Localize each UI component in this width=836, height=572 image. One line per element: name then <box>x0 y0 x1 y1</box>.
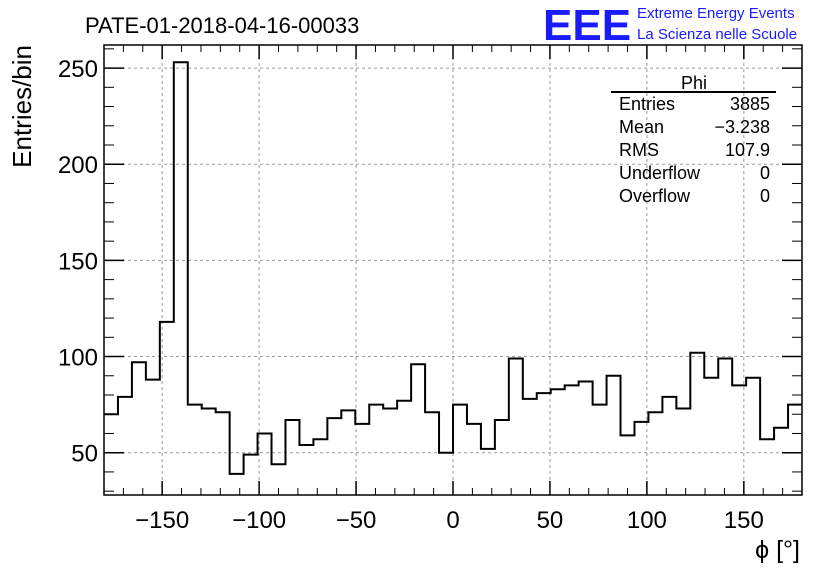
eee-logo-mark: EEE <box>543 1 631 50</box>
stats-title: Phi <box>681 73 707 93</box>
y-tick-label: 150 <box>58 248 98 275</box>
stats-box: Phi Entries 3885 Mean −3.238 RMS 107.9 Underfl… <box>611 73 776 206</box>
stats-row-label: Entries <box>619 94 675 114</box>
stats-row-label: Overflow <box>619 186 691 206</box>
x-tick-label: −50 <box>336 507 377 534</box>
x-tick-label: −150 <box>135 507 189 534</box>
axis-ticks <box>103 45 803 495</box>
x-tick-labels: −150 −100 −50 0 50 100 150 <box>135 507 764 534</box>
eee-logo-line1: Extreme Energy Events <box>637 5 795 22</box>
stats-row-value: 0 <box>760 163 770 183</box>
y-tick-labels: 50 100 150 200 250 <box>58 56 98 468</box>
grid-lines <box>104 45 802 495</box>
stats-row-value: 0 <box>760 186 770 206</box>
y-tick-label: 200 <box>58 152 98 179</box>
eee-logo-line2: La Scienza nelle Scuole <box>637 26 797 43</box>
chart-title: PATE-01-2018-04-16-00033 <box>85 13 359 38</box>
stats-row-value: 107.9 <box>725 140 770 160</box>
plot-frame <box>103 44 803 496</box>
x-tick-label: 100 <box>627 507 667 534</box>
stats-row-label: Mean <box>619 117 664 137</box>
stats-row-label: RMS <box>619 140 659 160</box>
y-axis-label: Entries/bin <box>7 45 37 168</box>
y-tick-label: 250 <box>58 56 98 83</box>
stats-row-label: Underflow <box>619 163 701 183</box>
eee-logo: EEE Extreme Energy Events La Scienza nel… <box>543 1 797 50</box>
stats-rows: Entries 3885 Mean −3.238 RMS 107.9 Underflow 0 O… <box>619 94 770 206</box>
x-tick-label: 50 <box>537 507 564 534</box>
x-tick-label: 0 <box>446 507 459 534</box>
x-tick-label: 150 <box>724 507 764 534</box>
y-tick-label: 50 <box>71 441 98 468</box>
x-tick-label: −100 <box>232 507 286 534</box>
stats-row-value: 3885 <box>730 94 770 114</box>
x-axis-label: ϕ [°] <box>755 536 800 564</box>
stats-row-value: −3.238 <box>714 117 770 137</box>
histogram-series <box>104 61 802 475</box>
y-tick-label: 100 <box>58 345 98 372</box>
